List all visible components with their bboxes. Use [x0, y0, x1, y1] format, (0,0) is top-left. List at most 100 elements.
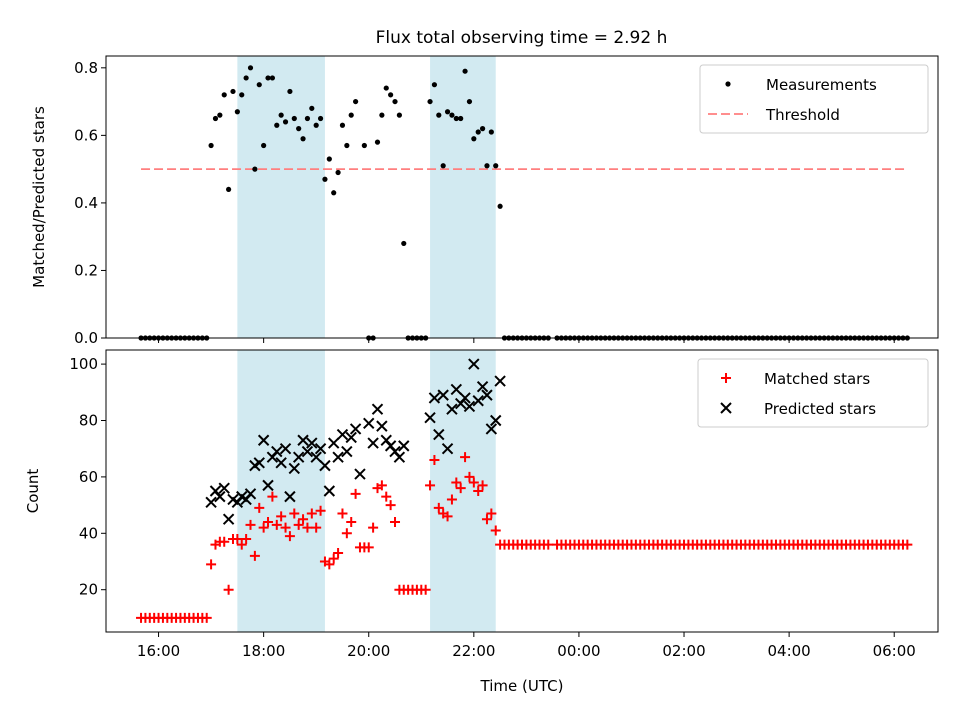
top-y-axis-label: Matched/Predicted stars	[30, 106, 48, 288]
matched-stars-point	[232, 533, 243, 544]
matched-stars-point	[337, 508, 348, 519]
predicted-stars-point	[257, 434, 270, 446]
measurement-point	[471, 136, 477, 142]
y-tick-label: 60	[79, 468, 98, 486]
predicted-stars-point	[354, 468, 366, 480]
y-tick-label: 0.0	[74, 329, 98, 347]
predicted-stars-point	[218, 482, 230, 494]
predicted-stars-point	[297, 434, 309, 446]
matched-stars-point	[425, 480, 436, 491]
predicted-stars-point	[323, 485, 336, 497]
legend-box	[697, 358, 929, 428]
measurement-point	[212, 115, 219, 122]
measurement-point	[462, 68, 468, 74]
top-x-axis	[158, 338, 895, 343]
measurement-point	[427, 98, 433, 105]
measurement-point	[265, 75, 271, 81]
measurement-point	[287, 88, 293, 95]
measurement-point	[374, 139, 381, 145]
measurement-point	[475, 129, 481, 135]
matched-stars-point	[302, 522, 313, 533]
predicted-stars-point	[450, 383, 463, 396]
top-y-axis: 0.0 0.2 0.4 0.6 0.8	[74, 59, 106, 347]
measurement-point	[331, 190, 337, 196]
measurement-point	[252, 166, 258, 172]
matched-stars-point	[276, 511, 287, 522]
matched-stars-point	[381, 491, 392, 502]
predicted-stars-point	[271, 445, 283, 458]
predicted-stars-point	[327, 437, 340, 449]
predicted-stars-point	[463, 400, 476, 413]
matched-stars-point	[368, 522, 379, 533]
y-tick-label: 0.6	[74, 126, 98, 144]
measurement-point	[458, 115, 464, 122]
predicted-stars-point	[433, 428, 445, 441]
predicted-stars-point	[279, 442, 292, 455]
legend-label: Matched stars	[764, 370, 870, 388]
observing-window	[237, 56, 325, 338]
matched-stars-point	[324, 559, 335, 570]
matched-stars-point	[293, 519, 304, 530]
legend-marker	[721, 373, 731, 383]
bottom-y-axis-label: Count	[24, 469, 42, 514]
measurement-point	[466, 98, 473, 105]
predicted-stars-point	[310, 451, 322, 463]
measurement-point	[256, 82, 262, 88]
measurement-point	[234, 109, 240, 115]
matched-stars-point	[289, 508, 300, 519]
matched-stars-point	[346, 517, 357, 528]
matched-stars-point	[420, 584, 431, 595]
measurement-point	[392, 98, 398, 105]
predicted-stars-point	[205, 496, 217, 508]
measurement-point	[401, 240, 407, 247]
matched-stars-point	[433, 502, 444, 513]
top-axes-frame	[105, 55, 939, 339]
matched-stars-point	[490, 525, 501, 536]
predicted-stars-point	[275, 457, 287, 469]
matched-stars-point	[263, 517, 274, 528]
legend-label: Measurements	[766, 76, 877, 94]
matched-stars-point	[902, 539, 913, 550]
matched-stars-point	[206, 559, 217, 570]
predicted-stars-point	[371, 403, 384, 415]
predicted-stars-point	[314, 442, 327, 455]
x-axis-label: Time (UTC)	[480, 677, 564, 695]
predicted-stars-point	[292, 451, 305, 463]
predicted-stars-point	[345, 431, 357, 444]
measurement-point	[479, 126, 486, 132]
bottom-legend: Matched stars Predicted stars	[697, 358, 929, 428]
matched-stars-point	[468, 477, 479, 488]
measurement-point	[431, 82, 438, 88]
predicted-stars-point	[437, 389, 449, 401]
x-tick-label: 04:00	[767, 642, 810, 660]
predicted-stars-point	[481, 389, 493, 401]
matched-stars-point	[315, 505, 326, 516]
legend-label: Threshold	[765, 106, 840, 124]
matched-stars-point	[306, 508, 317, 519]
measurement-point	[396, 112, 402, 118]
predicted-stars-point	[319, 459, 331, 472]
predicted-stars-point	[485, 423, 498, 435]
legend-box	[699, 64, 929, 134]
x-tick-label: 06:00	[873, 642, 916, 660]
measurement-point	[453, 115, 459, 122]
x-tick-label: 18:00	[242, 642, 285, 660]
observing-window	[237, 350, 325, 632]
measurement-point	[353, 98, 359, 105]
predicted-stars-point	[494, 375, 506, 387]
measurement-point	[269, 75, 275, 81]
matched-stars-point	[473, 486, 484, 496]
measurement-point	[488, 129, 494, 135]
matched-stars-point	[451, 477, 462, 488]
x-tick-label: 02:00	[662, 642, 705, 660]
predicted-stars-point	[393, 451, 406, 463]
measurement-point	[449, 112, 455, 118]
observing-intervals	[237, 350, 496, 632]
predicted-stars-point	[376, 420, 388, 432]
predicted-stars-point	[288, 462, 301, 475]
matched-stars-point	[543, 539, 554, 550]
predicted-stars-point	[349, 423, 362, 435]
y-tick-label: 0.4	[74, 194, 98, 212]
measurement-point	[278, 112, 284, 118]
predicted-stars-point	[367, 437, 379, 449]
